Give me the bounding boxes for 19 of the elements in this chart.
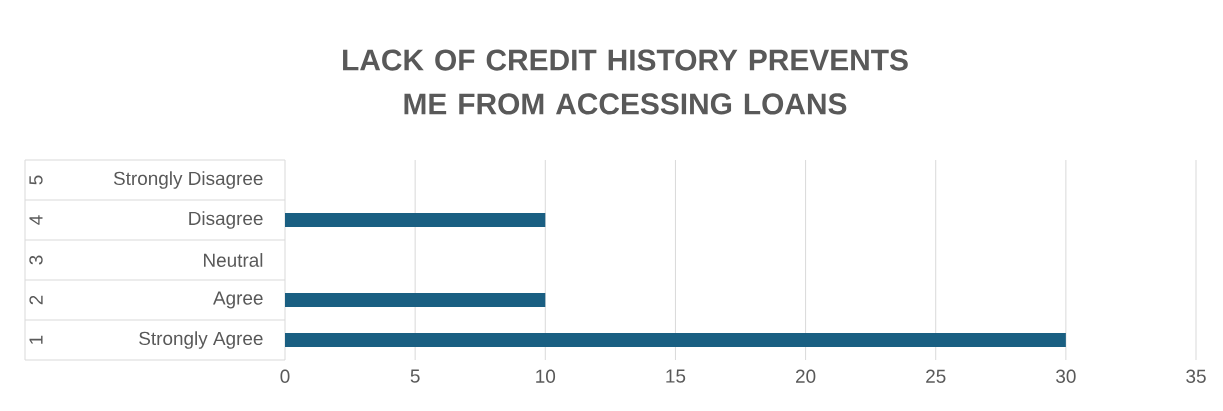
x-tick-label: 5 [410, 369, 420, 383]
chart-title: LACK OF CREDIT HISTORY PREVENTS ME FROM ACCESSING LOANS [343, 49, 908, 115]
x-tick-label: 15 [666, 369, 686, 383]
y-tick-label: Disagree [189, 211, 263, 229]
text: 4 [29, 215, 43, 225]
x-tick-label: 30 [1056, 369, 1076, 383]
text: 3 [29, 255, 43, 265]
y-tick-label: Strongly Agree [139, 331, 263, 349]
x-tick-label: 35 [1186, 369, 1206, 383]
y-tick-label: Agree [213, 291, 263, 309]
x-tick-label: 25 [926, 369, 946, 383]
y-tick-label: Strongly Disagree [113, 171, 263, 189]
x-tick-label: 20 [796, 369, 816, 383]
text: 1 [29, 335, 43, 344]
x-tick-label: 0 [280, 369, 290, 383]
text: 2 [29, 295, 43, 305]
y-tick-label: Neutral [204, 253, 263, 267]
x-tick-label: 10 [536, 369, 556, 383]
text: 5 [29, 175, 43, 185]
